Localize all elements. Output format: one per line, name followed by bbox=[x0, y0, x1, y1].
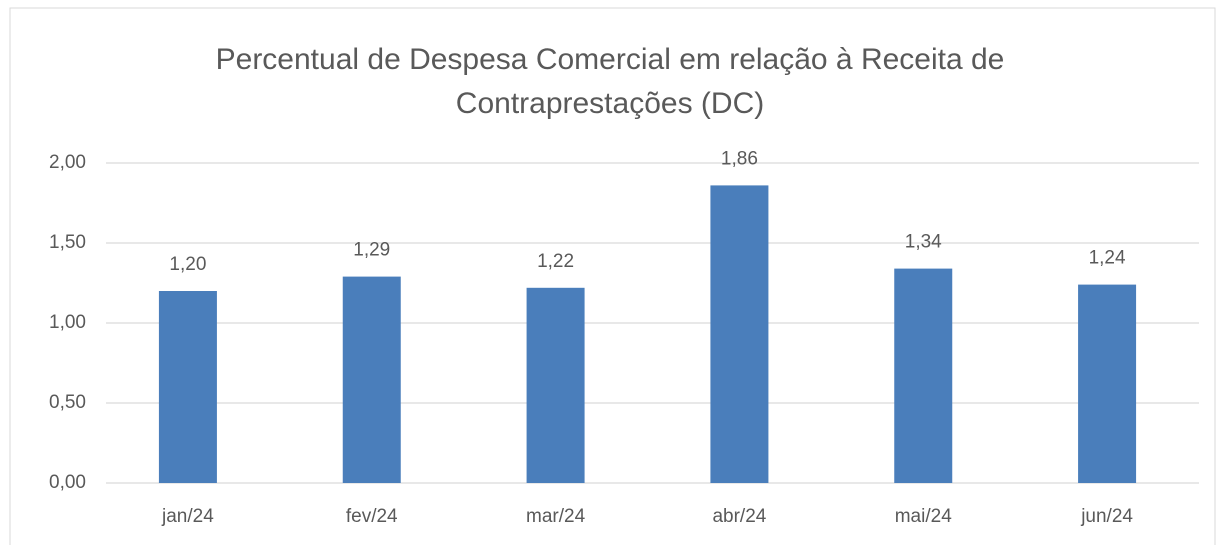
y-tick-label: 0,50 bbox=[49, 392, 86, 413]
chart-title: Percentual de Despesa Comercial em relaç… bbox=[215, 43, 1005, 120]
x-tick-label: mar/24 bbox=[526, 506, 586, 527]
data-label: 1,29 bbox=[353, 240, 390, 261]
bar bbox=[526, 287, 585, 483]
bar bbox=[158, 291, 217, 483]
x-tick-label: mai/24 bbox=[895, 506, 952, 527]
data-label: 1,20 bbox=[169, 254, 206, 275]
x-tick-label: fev/24 bbox=[346, 506, 398, 527]
bar bbox=[342, 276, 401, 483]
y-tick-label: 0,00 bbox=[49, 472, 86, 493]
bar bbox=[894, 268, 953, 483]
x-tick-label: jan/24 bbox=[161, 506, 214, 527]
data-label: 1,24 bbox=[1089, 248, 1126, 269]
chart-frame bbox=[9, 7, 1216, 545]
y-tick-label: 1,50 bbox=[49, 232, 86, 253]
bar bbox=[1078, 284, 1137, 483]
x-tick-label: jun/24 bbox=[1080, 506, 1133, 527]
y-tick-label: 1,00 bbox=[49, 312, 86, 333]
data-label: 1,34 bbox=[905, 232, 942, 253]
data-label: 1,22 bbox=[537, 251, 574, 272]
y-tick-label: 2,00 bbox=[49, 152, 86, 173]
bar bbox=[710, 185, 769, 483]
x-tick-label: abr/24 bbox=[712, 506, 766, 527]
data-label: 1,86 bbox=[721, 148, 758, 169]
